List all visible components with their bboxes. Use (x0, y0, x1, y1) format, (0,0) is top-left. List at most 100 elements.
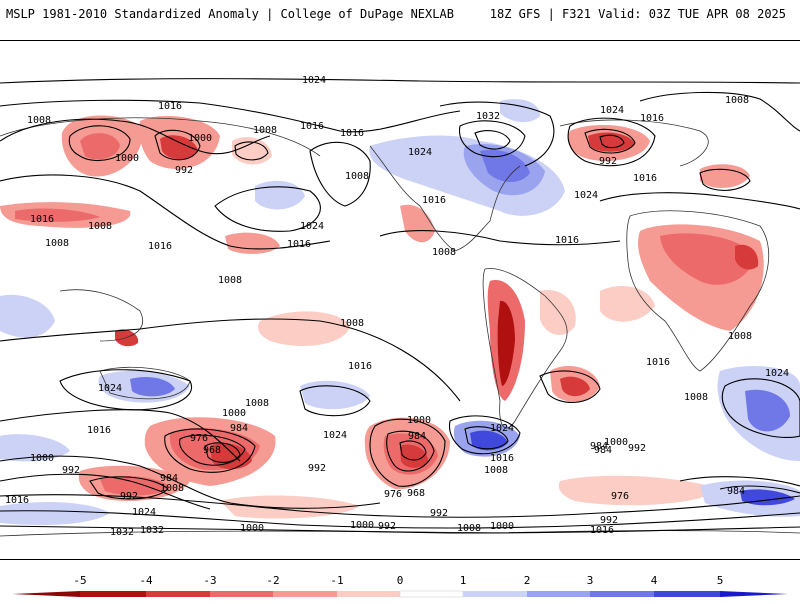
anomaly-area (0, 294, 55, 338)
isobar-label: 976 (190, 433, 208, 444)
isobar-label: 1000 (222, 408, 246, 419)
isobar (464, 426, 509, 450)
anomaly-map: 1024 1016 1008 1000 992 1016 1008 1016 1… (0, 75, 800, 538)
isobar-label: 992 (62, 465, 80, 476)
colorbar-tick: -2 (266, 574, 279, 587)
anomaly-area (600, 286, 655, 322)
isobar-label: 1016 (646, 357, 670, 368)
isobar-label: 1008 (245, 398, 269, 409)
isobar (379, 230, 621, 246)
isobar-label: 992 (175, 165, 193, 176)
anomaly-area (735, 244, 759, 270)
isobar (0, 510, 800, 529)
isobar-label: 1024 (300, 221, 324, 232)
isobar-label: 1016 (590, 525, 614, 536)
isobar-label: 1008 (218, 275, 242, 286)
isobar-label: 976 (611, 491, 629, 502)
isobar-label: 1000 (115, 153, 139, 164)
anomaly-area (255, 180, 305, 210)
colorbar-segment (273, 591, 337, 597)
isobar-label: 992 (600, 515, 618, 526)
isobar-label: 1024 (765, 368, 789, 379)
isobar (164, 428, 256, 473)
isobar-label: 984 (230, 423, 248, 434)
isobar-label: 1008 (88, 221, 112, 232)
isobar-label: 1008 (725, 95, 749, 106)
isobar-label: 1016 (287, 239, 311, 250)
isobar-label: 1000 (604, 437, 628, 448)
isobar (309, 141, 371, 207)
isobar (299, 385, 371, 417)
colorbar-tick: 2 (524, 574, 531, 587)
anomaly-area (745, 389, 790, 432)
colorbar-tick: 5 (717, 574, 724, 587)
isobar-label: 1024 (574, 190, 598, 201)
isobar-label: 1024 (600, 105, 624, 116)
colorbar-tick: 4 (651, 574, 658, 587)
isobar (154, 129, 201, 161)
coastline (559, 119, 709, 167)
isobar (719, 485, 800, 494)
isobar-label: 1008 (45, 238, 69, 249)
anomaly-area (560, 376, 590, 397)
model-run-info: 18Z GFS | F321 Valid: 03Z TUE APR 08 202… (489, 7, 786, 21)
isobar-label: 992 (378, 521, 396, 532)
anomaly-area (400, 204, 435, 243)
coastline (59, 289, 143, 342)
anomaly-area (558, 475, 720, 506)
anomaly-area (0, 434, 70, 462)
isobar-label: 1024 (490, 423, 514, 434)
isobar-label: 1024 (132, 507, 156, 518)
isobar-label: 1008 (457, 523, 481, 534)
anomaly-area (80, 133, 120, 160)
isobar-label: 1008 (160, 483, 184, 494)
colorbar-tick: -5 (73, 574, 86, 587)
isobar-label: 984 (594, 445, 612, 456)
anomaly-area (497, 300, 515, 386)
isobar (0, 118, 271, 155)
isobar-label: 1024 (98, 383, 122, 394)
isobar-label: 1008 (340, 318, 364, 329)
map-title: MSLP 1981-2010 Standardized Anomaly | Co… (6, 7, 454, 21)
isobar-label: 1016 (555, 235, 579, 246)
anomaly-area (480, 149, 530, 183)
anomaly-area (700, 164, 750, 188)
isobar-label: 1016 (5, 495, 29, 506)
colorbar-segment (720, 591, 788, 597)
isobar-label: 1008 (253, 125, 277, 136)
colorbar-segment (80, 591, 146, 597)
colorbar-tick: 0 (397, 574, 404, 587)
anomaly-area (160, 135, 198, 160)
isobar-contours (0, 78, 800, 534)
isobar-label: 992 (308, 463, 326, 474)
isobar (599, 192, 800, 210)
isobar (448, 415, 521, 455)
colorbar-segment (12, 591, 80, 597)
isobar-label: 1016 (300, 121, 324, 132)
isobar-label: 1032 (140, 525, 164, 536)
isobar (0, 174, 331, 250)
anomaly-area (400, 444, 428, 468)
isobar (386, 430, 435, 472)
isobar (721, 378, 800, 439)
colorbar-ticks: -5 -4 -3 -2 -1 0 1 2 3 4 5 (73, 574, 723, 587)
isobar (679, 476, 800, 487)
isobar-label: 1008 (432, 247, 456, 258)
isobar-label: 1000 (188, 133, 212, 144)
colorbar-segment (590, 591, 654, 597)
isobar-label: 1016 (422, 195, 446, 206)
colorbar-segment (146, 591, 210, 597)
colorbar: -5 -4 -3 -2 -1 0 1 2 3 4 5 (0, 570, 800, 600)
anomaly-area (15, 208, 100, 222)
anomaly-area (540, 290, 576, 335)
isobar-label: 1024 (408, 147, 432, 158)
isobar (0, 99, 461, 133)
isobar-label: 1008 (684, 392, 708, 403)
anomaly-area (225, 232, 280, 254)
colorbar-segment (210, 591, 273, 597)
colorbar-tick: 3 (587, 574, 594, 587)
isobar (234, 141, 269, 161)
anomaly-area (130, 377, 175, 397)
isobar (214, 186, 321, 232)
anomaly-area (500, 99, 540, 123)
